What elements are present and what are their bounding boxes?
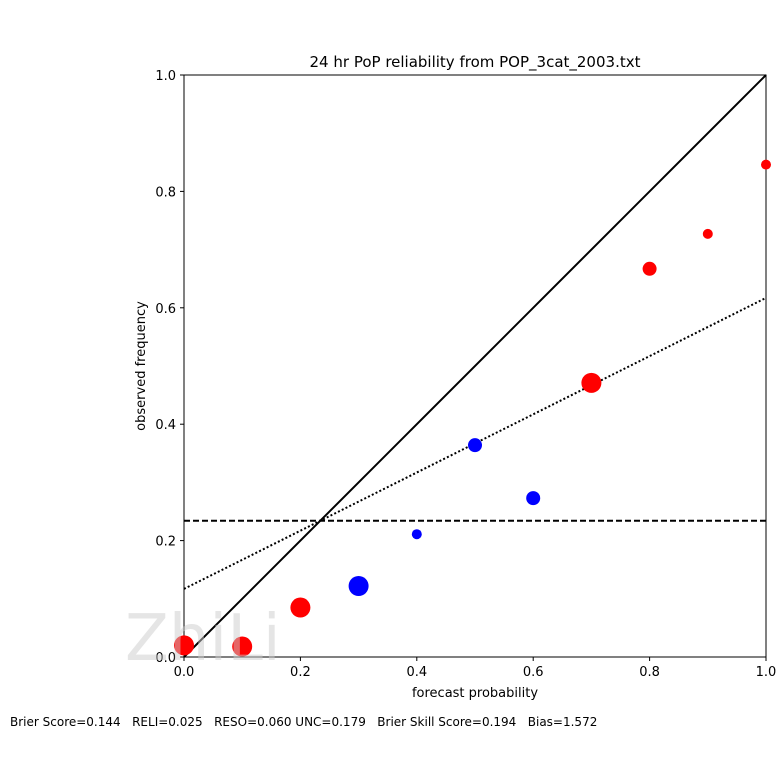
x-tick-label: 0.6	[523, 665, 544, 680]
plot-frame	[183, 74, 767, 658]
data-point	[468, 438, 482, 453]
data-point	[702, 228, 713, 239]
score-summary: Brier Score=0.144 RELI=0.025 RESO=0.060 …	[10, 715, 598, 729]
data-point	[232, 636, 253, 657]
data-point	[290, 597, 311, 618]
x-tick-label: 0.8	[639, 665, 660, 680]
x-axis-label: forecast probability	[412, 686, 538, 701]
x-tick-label: 0.2	[290, 665, 311, 680]
perfect-reliability-line	[183, 74, 767, 658]
data-point	[526, 491, 541, 506]
data-point	[174, 635, 194, 656]
x-tick-label: 1.0	[756, 665, 777, 680]
data-point	[581, 372, 602, 393]
watermark: ZhiLi	[125, 602, 281, 676]
y-tick-label: 0.8	[155, 185, 176, 200]
y-axis-label: observed frequency	[134, 301, 149, 431]
data-point	[761, 159, 771, 170]
data-point	[642, 261, 657, 276]
chart-title: 24 hr PoP reliability from POP_3cat_2003…	[310, 53, 641, 72]
data-point	[411, 529, 422, 540]
y-tick-label: 1.0	[155, 69, 176, 84]
y-tick-label: 0.2	[155, 535, 176, 550]
y-tick-label: 0.0	[155, 651, 176, 666]
x-tick-label: 0.4	[406, 665, 427, 680]
data-point	[348, 575, 369, 596]
x-tick-label: 0.0	[174, 665, 195, 680]
y-tick-label: 0.4	[155, 418, 176, 433]
y-tick-label: 0.6	[155, 302, 176, 317]
